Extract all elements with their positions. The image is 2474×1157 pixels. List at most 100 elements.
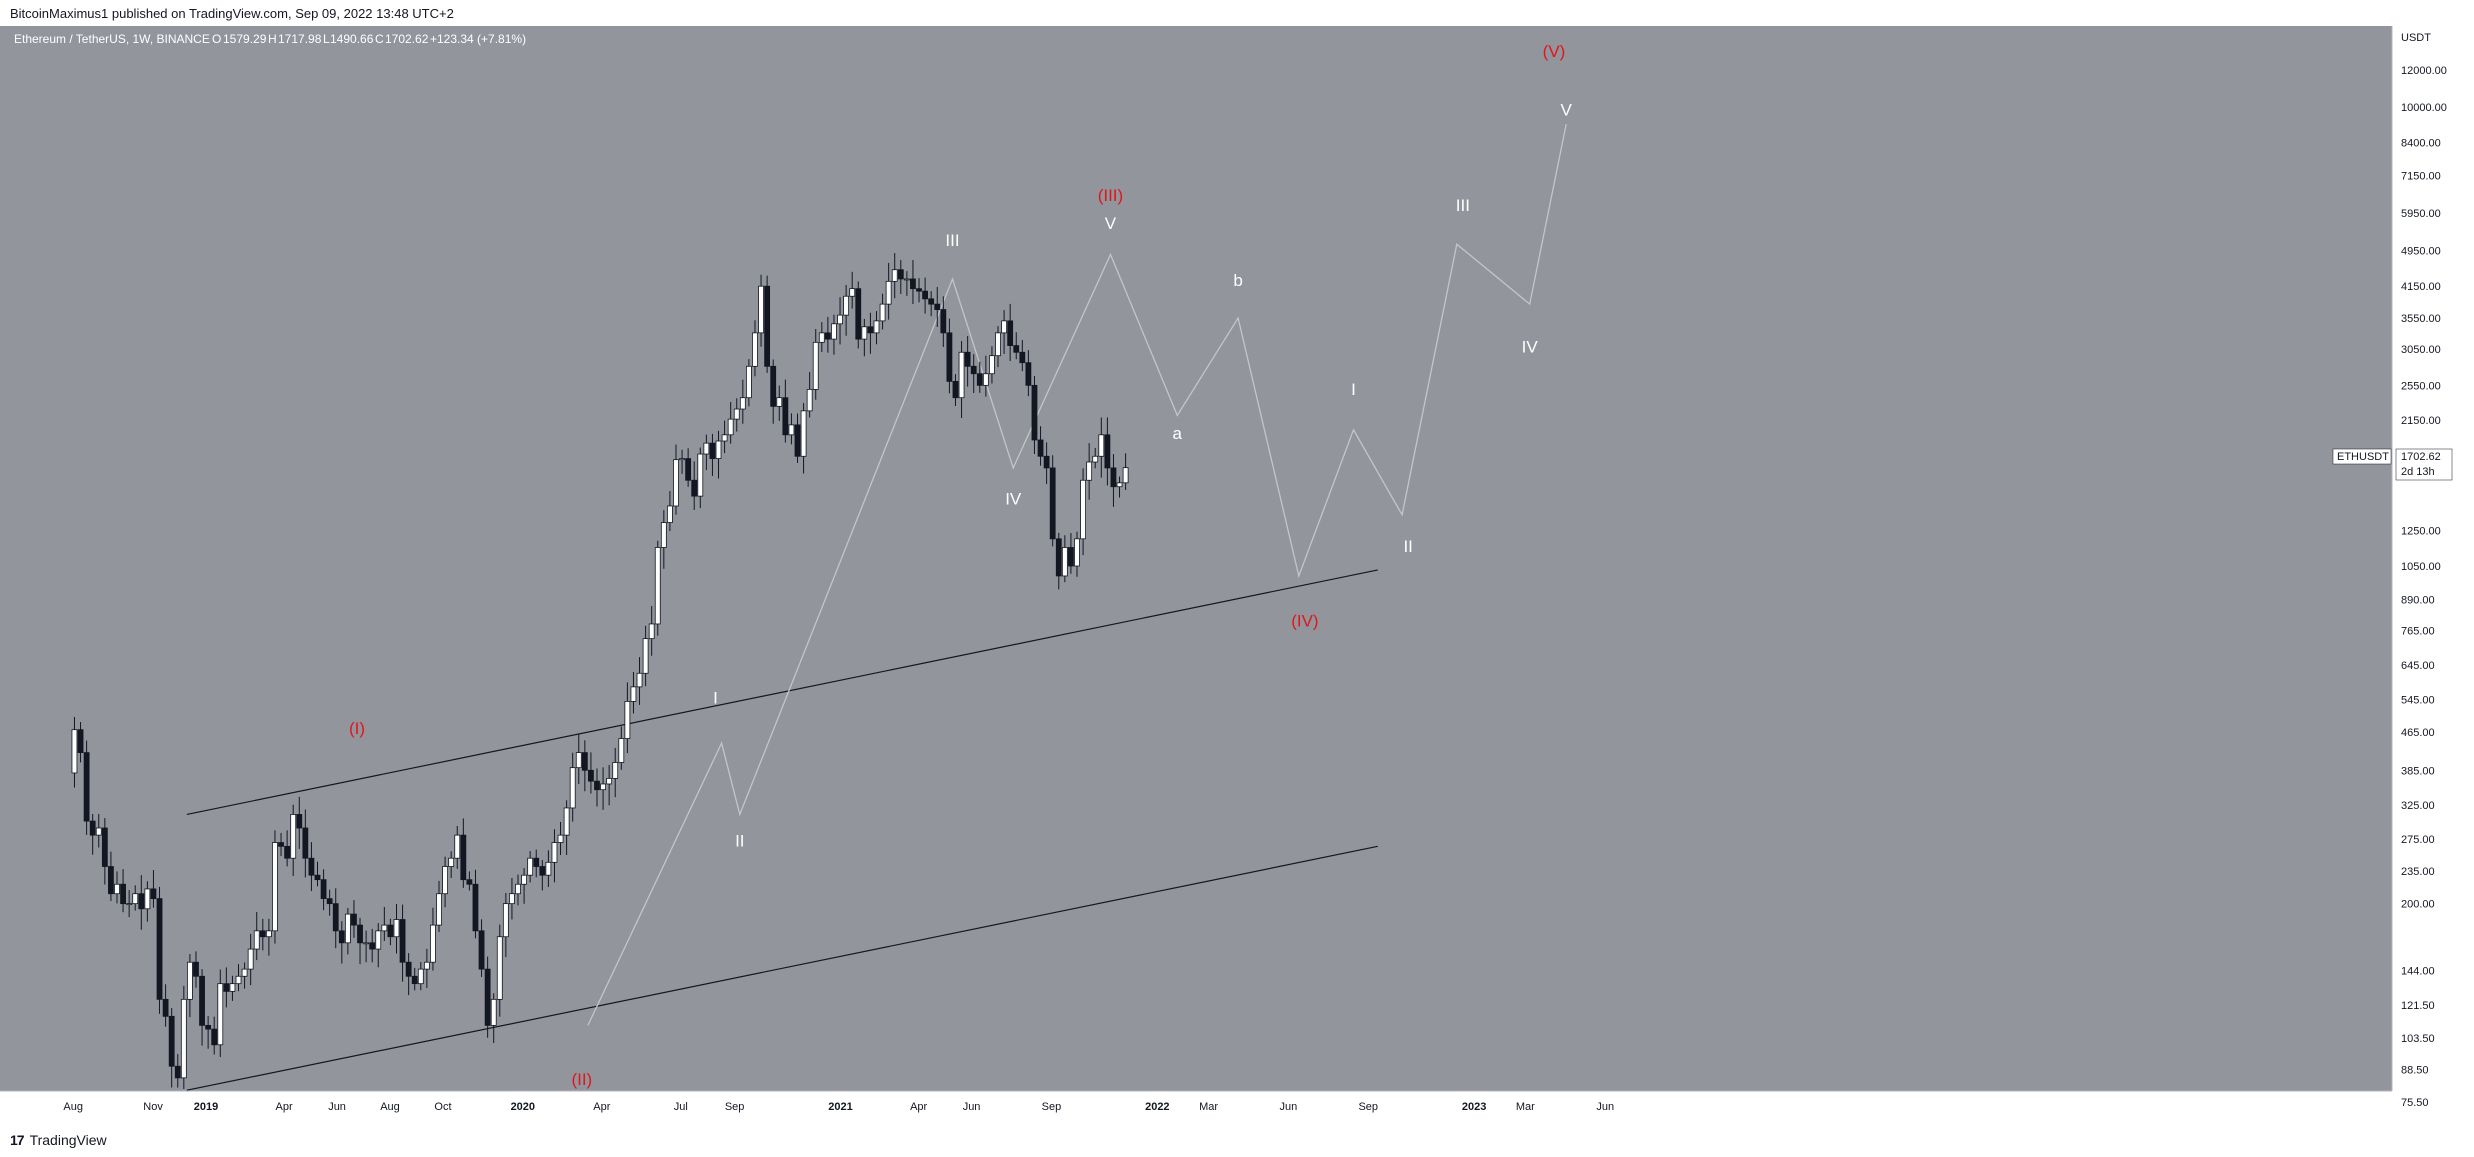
price-tick-21: 275.00 [2401,834,2435,846]
candle-body-69 [490,998,497,1026]
candle-78 [545,850,552,888]
ohlc-high: 1717.98 [278,32,322,46]
price-axis[interactable] [2392,26,2474,1091]
candle-body-49 [369,942,376,950]
wave-label-0: (I) [349,719,365,738]
candle-body-92 [630,686,637,702]
candle-body-95 [648,623,655,640]
time-tick-13: Jun [963,1101,981,1113]
candle-body-65 [466,879,473,885]
candle-body-117 [782,397,789,436]
wave-label-14: III [1456,196,1470,215]
candle-145 [952,374,959,406]
candle-body-116 [776,397,783,407]
time-tick-5: Aug [380,1101,400,1113]
candle-body-22 [205,1024,212,1030]
candle-116 [776,385,783,421]
candle-120 [800,403,807,474]
candle-body-39 [308,857,315,876]
candle-body-171 [1110,467,1117,488]
price-tick-16: 645.00 [2401,660,2435,672]
candle-167 [1086,443,1093,500]
wave-label-11: b [1233,271,1242,290]
wave-label-12: I [1351,380,1356,399]
candle-92 [630,672,637,714]
candle-58 [423,948,430,988]
candle-body-107 [721,434,728,442]
wave-label-7: III [945,231,959,250]
candle-body-3 [89,820,96,836]
candle-body-0 [71,729,78,774]
candle-54 [399,904,406,982]
candle-131 [867,312,874,354]
candle-30 [253,912,260,961]
candle-body-17 [174,1065,181,1079]
candle-body-143 [940,309,947,334]
candle-50 [375,923,382,968]
tradingview-logo[interactable]: 17 TradingView [10,1132,107,1148]
candle-body-150 [982,373,989,386]
price-tick-25: 121.50 [2401,1000,2435,1012]
time-axis[interactable] [0,1091,2474,1121]
candle-98 [667,491,673,532]
candle-86 [594,768,600,807]
ohlc-high-label: H [268,32,277,46]
wave-label-6: II [735,831,744,850]
candle-20 [193,951,199,988]
time-tick-20: Mar [1516,1101,1535,1113]
candle-113 [758,274,764,347]
candle-body-4 [95,827,102,836]
candle-body-91 [624,701,631,739]
candle-body-16 [168,1015,175,1067]
candle-body-77 [539,866,546,876]
candle-body-145 [952,380,959,399]
candle-body-168 [1092,455,1099,463]
candle-body-9 [126,903,133,906]
candle-body-166 [1080,479,1086,540]
candle-21 [199,969,205,1046]
candle-body-165 [1074,538,1080,567]
wave-label-16: V [1560,100,1572,119]
candle-body-104 [703,442,710,455]
candle-body-113 [758,285,764,334]
price-chart[interactable]: Ethereum / TetherUS, 1W, BINANCE O 1579.… [0,26,2474,1121]
candle-body-127 [843,295,850,316]
wave-label-4: (V) [1543,42,1566,61]
candle-18 [180,985,187,1089]
wave-label-5: I [713,688,718,707]
candle-36 [290,804,297,877]
candle-160 [1043,442,1050,485]
candle-body-26 [229,983,236,992]
candle-body-71 [502,903,509,938]
candle-130 [861,318,868,357]
candle-body-100 [679,458,685,461]
candle-140 [922,277,928,314]
candle-body-12 [144,888,151,910]
candle-body-156 [1019,351,1026,364]
time-tick-21: Jun [1596,1101,1614,1113]
candle-83 [575,734,582,785]
candle-17 [174,1054,181,1088]
published-header: BitcoinMaximus1 published on TradingView… [0,0,2474,26]
candle-62 [448,851,455,879]
candle-body-118 [788,424,795,436]
time-tick-18: Sep [1358,1101,1378,1113]
candle-body-158 [1031,384,1038,441]
chart-area[interactable]: Ethereum / TetherUS, 1W, BINANCE O 1579.… [0,26,2474,1121]
candle-59 [430,907,436,971]
candle-body-84 [581,752,588,771]
candle-body-29 [247,948,254,970]
candle-body-38 [302,827,309,859]
time-tick-15: 2022 [1145,1101,1169,1113]
candle-147 [964,336,971,387]
symbol-info: Ethereum / TetherUS, 1W, BINANCE [14,32,210,46]
candle-79 [551,829,558,883]
candle-97 [660,510,667,569]
candle-102 [691,461,698,511]
candle-body-134 [885,280,892,305]
candle-body-72 [509,893,515,905]
price-badge[interactable]: ETHUSDT 1702.62 2d 13h [2332,448,2453,481]
candle-body-34 [278,842,284,847]
candle-85 [588,752,594,794]
candle-118 [788,413,795,445]
